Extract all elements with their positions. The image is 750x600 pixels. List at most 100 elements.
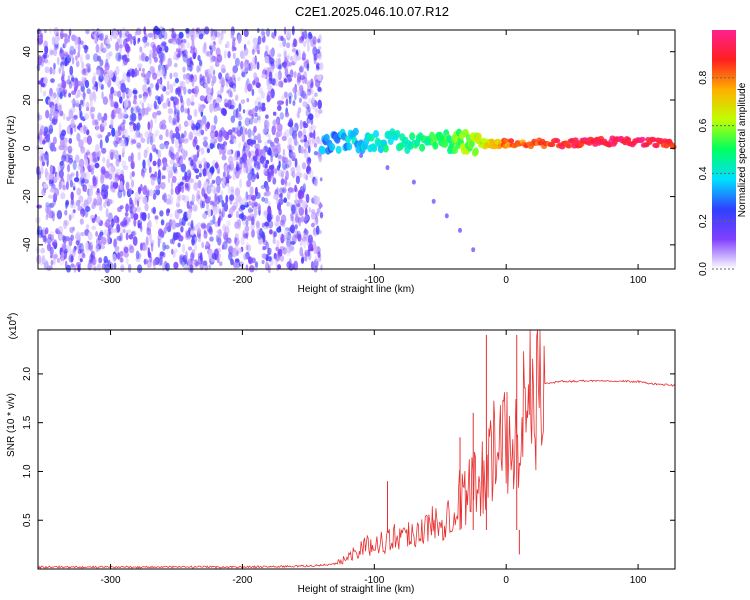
spectrogram-noise-cell (107, 132, 111, 137)
spectrogram-noise-cell (101, 237, 107, 245)
spectrogram-noise-cell (183, 49, 188, 59)
spectrogram-noise-cell (147, 121, 151, 131)
spectrogram-noise-cell (315, 212, 319, 217)
spectrogram-noise-cell (160, 219, 165, 226)
spectrogram-noise-cell (121, 160, 127, 168)
spectrogram-noise-cell (206, 162, 210, 169)
spectrogram-noise-cell (167, 108, 174, 115)
spectrogram-noise-cell (255, 192, 261, 199)
spectrogram-noise-cell (249, 150, 256, 157)
spectrogram-noise-cell (303, 102, 308, 108)
spectrogram-noise-cell (58, 104, 62, 113)
spectrogram-noise-cell (94, 162, 100, 169)
spectrogram-noise-cell (216, 205, 220, 214)
spectrogram-noise-cell (69, 179, 73, 188)
spectrogram-noise-cell (229, 194, 235, 201)
spectrogram-noise-cell (214, 56, 218, 65)
spectrogram-noise-cell (261, 74, 267, 79)
spectrogram-noise-cell (247, 128, 252, 139)
spectrogram-noise-cell (91, 217, 96, 224)
spectrogram-noise-cell (165, 198, 172, 205)
spectrogram-noise-cell (200, 255, 203, 264)
spectrogram-noise-cell (70, 191, 74, 201)
spectrogram-noise-cell (318, 203, 323, 208)
spectrogram-noise-cell (207, 208, 212, 218)
spectrogram-noise-cell (303, 214, 309, 222)
spectrogram-noise-cell (142, 244, 148, 251)
spectrogram-noise-cell (205, 241, 210, 247)
spectrogram-noise-cell (133, 123, 137, 132)
spectrogram-noise-cell (288, 202, 293, 207)
spectrogram-noise-cell (141, 102, 144, 109)
spectrogram-noise-cell (246, 40, 251, 46)
spectrogram-noise-cell (218, 208, 222, 215)
spectrogram-noise-cell (153, 56, 158, 63)
spectrogram-noise-cell (205, 194, 208, 200)
spectrogram-noise-cell (115, 160, 119, 167)
spectrogram-noise-cell (168, 114, 172, 124)
spectrogram-noise-cell (259, 155, 265, 164)
spectrogram-noise-cell (290, 224, 295, 234)
spectrogram-noise-cell (306, 63, 310, 72)
spectrogram-noise-cell (263, 167, 268, 177)
spectrogram-noise-cell (110, 86, 115, 94)
spectrogram-noise-cell (137, 223, 141, 229)
spectrogram-noise-cell (55, 229, 61, 235)
spectrogram-noise-cell (62, 144, 68, 152)
spectrogram-noise-cell (181, 50, 186, 58)
spectrogram-noise-cell (276, 119, 280, 124)
spectrogram-noise-cell (95, 176, 99, 185)
spectrogram-noise-cell (53, 147, 57, 152)
spectrogram-noise-cell (187, 258, 193, 267)
spectrogram-noise-cell (49, 188, 56, 193)
spectrogram-noise-cell (146, 190, 150, 198)
spectrogram-noise-cell (203, 136, 208, 141)
spectrogram-noise-cell (78, 103, 82, 112)
spectrogram-noise-cell (119, 96, 123, 104)
spectrogram-noise-cell (38, 128, 43, 136)
spectrogram-noise-cell (108, 98, 112, 103)
spectrogram-noise-cell (137, 108, 143, 117)
spectrogram-noise-cell (68, 158, 73, 165)
spectrogram-noise-cell (205, 51, 210, 57)
spectrogram-noise-cell (175, 126, 180, 134)
spectrogram-noise-cell (155, 82, 160, 91)
spectrogram-noise-cell (172, 117, 177, 125)
spectrogram-noise-cell (188, 131, 194, 141)
spectrogram-noise-cell (274, 72, 280, 80)
spectrogram-tone-cell (554, 138, 561, 144)
spectrogram-noise-cell (159, 251, 165, 257)
spectrogram-noise-cell (272, 111, 277, 116)
spectrogram-noise-cell (146, 136, 150, 145)
spectrogram-noise-cell (164, 45, 169, 53)
spectrogram-noise-cell (257, 49, 260, 55)
spectrogram-noise-cell (132, 89, 138, 95)
spectrogram-noise-cell (296, 230, 302, 240)
spectrogram-noise-cell (59, 132, 65, 141)
spectrogram-noise-cell (77, 51, 80, 58)
spectrogram-noise-cell (161, 29, 165, 36)
spectrogram-noise-cell (191, 237, 196, 246)
spectrogram-noise-cell (287, 159, 292, 168)
spectrogram-noise-cell (315, 62, 320, 67)
spectrogram-noise-cell (112, 90, 118, 97)
spectrogram-noise-cell (221, 154, 227, 161)
spectrogram-noise-cell (283, 91, 288, 98)
spectrogram-noise-cell (81, 61, 85, 70)
spectrogram-noise-cell (80, 40, 84, 45)
spectrogram-noise-cell (287, 53, 290, 61)
spectrogram-noise-cell (276, 187, 279, 192)
spectrogram-noise-cell (53, 110, 59, 120)
spectrogram-noise-cell (95, 132, 101, 138)
spectrogram-noise-cell (73, 125, 77, 133)
spectrogram-noise-cell (299, 74, 306, 81)
spectrogram-noise-cell (244, 117, 251, 127)
spectrogram-noise-cell (124, 76, 131, 82)
spectrogram-noise-cell (74, 177, 80, 183)
spectrogram-noise-cell (78, 195, 84, 203)
spectrogram-noise-cell (280, 178, 285, 186)
spectrogram-noise-cell (256, 61, 260, 70)
spectrogram-noise-cell (290, 171, 294, 176)
spectrogram-noise-cell (111, 127, 116, 137)
spectrogram-noise-cell (291, 42, 296, 48)
